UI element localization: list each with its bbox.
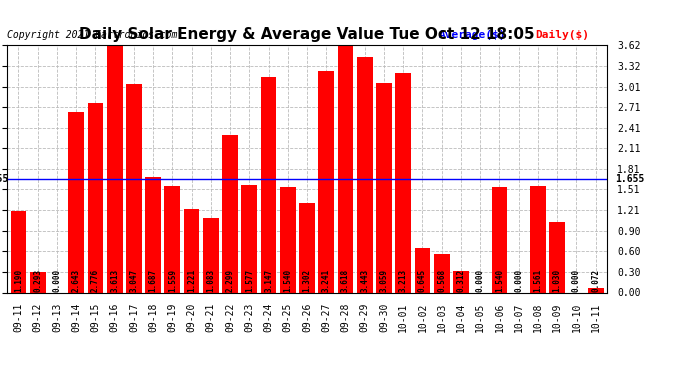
Text: 3.618: 3.618 [341, 269, 350, 292]
Bar [299, 204, 315, 292]
Text: 1.221: 1.221 [187, 269, 196, 292]
Bar [415, 248, 431, 292]
Bar [184, 209, 199, 292]
Text: 0.072: 0.072 [591, 269, 600, 292]
Text: 0.568: 0.568 [437, 269, 446, 292]
Text: Copyright 2021 Cartronics.com: Copyright 2021 Cartronics.com [7, 30, 177, 40]
Text: 1.030: 1.030 [553, 269, 562, 292]
Text: 3.241: 3.241 [322, 269, 331, 292]
Text: 0.000: 0.000 [475, 269, 484, 292]
Text: Average($): Average($) [439, 30, 506, 40]
Text: 0.000: 0.000 [52, 269, 61, 292]
Text: 0.000: 0.000 [514, 269, 523, 292]
Text: 1.577: 1.577 [245, 269, 254, 292]
Text: Daily($): Daily($) [535, 30, 589, 40]
Bar [395, 73, 411, 292]
Bar [318, 71, 334, 292]
Bar [145, 177, 161, 292]
Text: 1.559: 1.559 [168, 269, 177, 292]
Bar [30, 273, 46, 292]
Text: 3.213: 3.213 [399, 269, 408, 292]
Bar [88, 103, 103, 292]
Text: 1.561: 1.561 [533, 269, 542, 292]
Bar [10, 211, 26, 292]
Bar [530, 186, 546, 292]
Bar [164, 186, 180, 292]
Text: 0.293: 0.293 [33, 269, 42, 292]
Text: 0.000: 0.000 [572, 269, 581, 292]
Bar [549, 222, 565, 292]
Text: 1.687: 1.687 [148, 269, 157, 292]
Text: 3.047: 3.047 [130, 269, 139, 292]
Bar [588, 288, 604, 292]
Text: 3.613: 3.613 [110, 269, 119, 292]
Text: 1.190: 1.190 [14, 269, 23, 292]
Text: 0.312: 0.312 [457, 269, 466, 292]
Text: 1.655: 1.655 [615, 174, 644, 184]
Bar [126, 84, 141, 292]
Text: 3.059: 3.059 [380, 269, 388, 292]
Title: Daily Solar Energy & Average Value Tue Oct 12 18:05: Daily Solar Energy & Average Value Tue O… [79, 27, 535, 42]
Text: 0.645: 0.645 [418, 269, 427, 292]
Bar [434, 254, 450, 292]
Bar [357, 57, 373, 292]
Text: 1.655: 1.655 [0, 174, 9, 184]
Bar [222, 135, 238, 292]
Bar [337, 45, 353, 292]
Text: 1.302: 1.302 [302, 269, 312, 292]
Text: 1.083: 1.083 [206, 269, 215, 292]
Bar [203, 219, 219, 292]
Bar [68, 112, 84, 292]
Bar [261, 77, 277, 292]
Text: 1.540: 1.540 [284, 269, 293, 292]
Text: 2.776: 2.776 [91, 269, 100, 292]
Bar [376, 83, 392, 292]
Text: 3.443: 3.443 [360, 269, 369, 292]
Bar [453, 271, 469, 292]
Bar [107, 45, 123, 292]
Text: 1.540: 1.540 [495, 269, 504, 292]
Text: 3.147: 3.147 [264, 269, 273, 292]
Bar [280, 187, 296, 292]
Bar [241, 184, 257, 292]
Bar [491, 187, 507, 292]
Text: 2.643: 2.643 [72, 269, 81, 292]
Text: 2.299: 2.299 [226, 269, 235, 292]
